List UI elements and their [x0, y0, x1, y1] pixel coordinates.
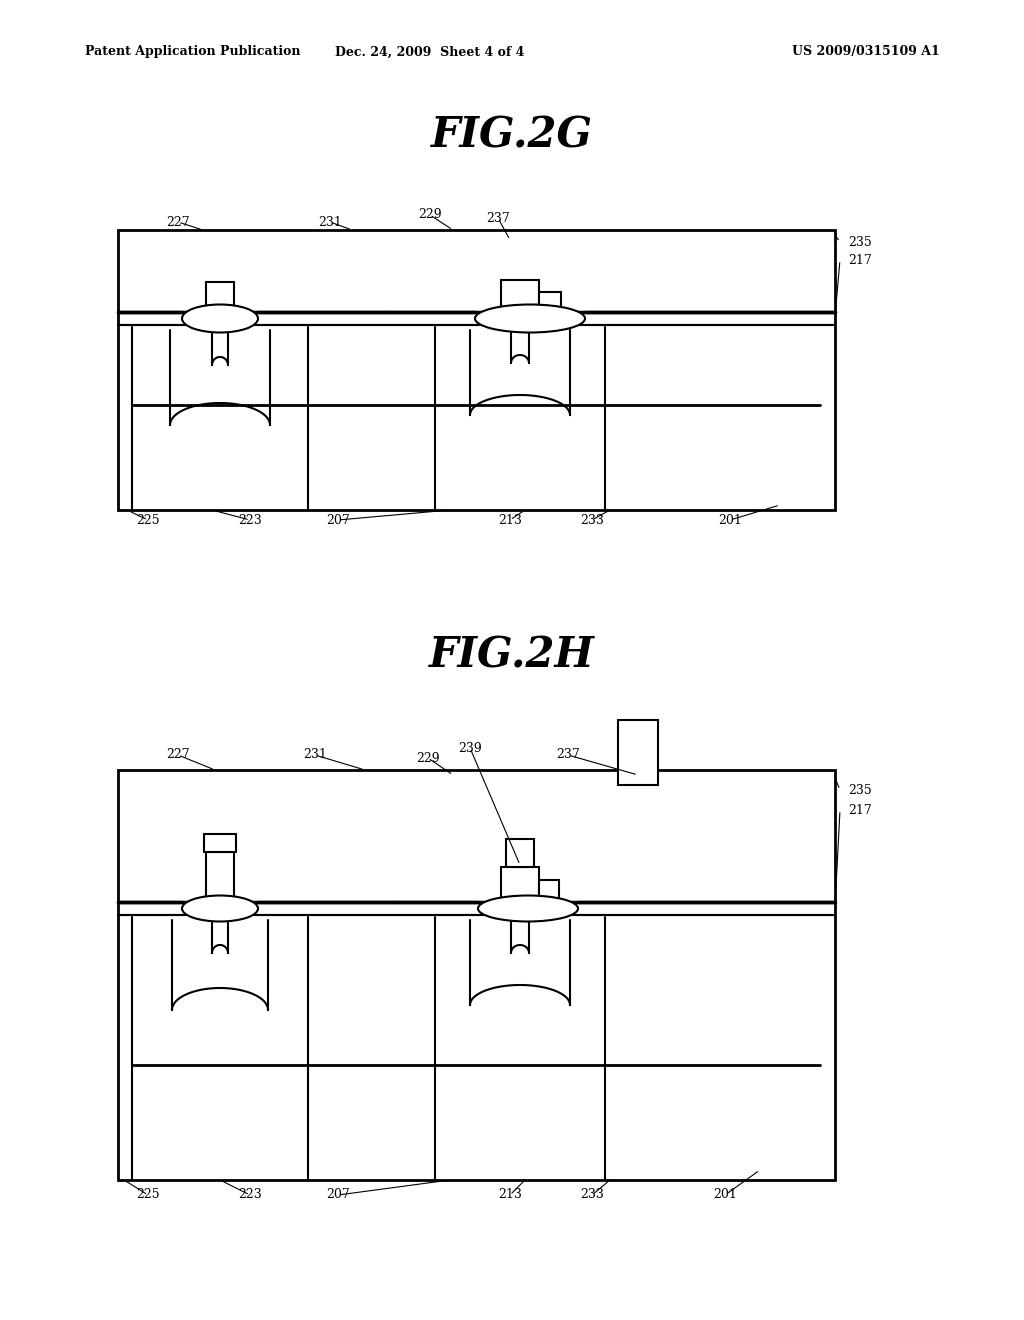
Bar — [618, 719, 658, 785]
Bar — [501, 280, 539, 312]
Text: 237: 237 — [556, 748, 580, 762]
Text: 229: 229 — [418, 209, 441, 222]
Text: 207: 207 — [326, 1188, 350, 1201]
Bar — [539, 880, 559, 902]
Text: 235: 235 — [848, 784, 871, 796]
Text: 217: 217 — [848, 253, 871, 267]
Text: 231: 231 — [318, 215, 342, 228]
Bar — [206, 282, 234, 312]
Text: Dec. 24, 2009  Sheet 4 of 4: Dec. 24, 2009 Sheet 4 of 4 — [335, 45, 524, 58]
Text: 227: 227 — [166, 748, 189, 762]
Text: 231: 231 — [303, 748, 327, 762]
Bar — [204, 834, 236, 851]
Text: Patent Application Publication: Patent Application Publication — [85, 45, 300, 58]
Text: 201: 201 — [713, 1188, 737, 1201]
Text: 223: 223 — [239, 1188, 262, 1201]
Bar — [506, 840, 534, 867]
Text: 213: 213 — [498, 513, 522, 527]
Text: FIG.2G: FIG.2G — [431, 115, 593, 157]
Ellipse shape — [475, 305, 585, 333]
Text: 233: 233 — [580, 513, 604, 527]
Text: 207: 207 — [326, 513, 350, 527]
Text: 225: 225 — [136, 513, 160, 527]
Text: 239: 239 — [458, 742, 482, 755]
Text: 213: 213 — [498, 1188, 522, 1201]
Text: 201: 201 — [718, 513, 742, 527]
Bar — [206, 851, 234, 902]
Bar — [118, 770, 835, 1180]
Ellipse shape — [182, 895, 258, 921]
Ellipse shape — [478, 895, 578, 921]
Text: FIG.2H: FIG.2H — [429, 635, 595, 677]
Text: 217: 217 — [848, 804, 871, 817]
Text: 227: 227 — [166, 215, 189, 228]
Text: US 2009/0315109 A1: US 2009/0315109 A1 — [793, 45, 940, 58]
Ellipse shape — [182, 305, 258, 333]
Text: 233: 233 — [580, 1188, 604, 1201]
Text: 229: 229 — [416, 751, 440, 764]
Bar — [539, 292, 561, 312]
Text: 235: 235 — [848, 235, 871, 248]
Bar — [501, 867, 539, 902]
Text: 223: 223 — [239, 513, 262, 527]
Text: 237: 237 — [486, 211, 510, 224]
Text: 225: 225 — [136, 1188, 160, 1201]
Bar — [118, 230, 835, 510]
